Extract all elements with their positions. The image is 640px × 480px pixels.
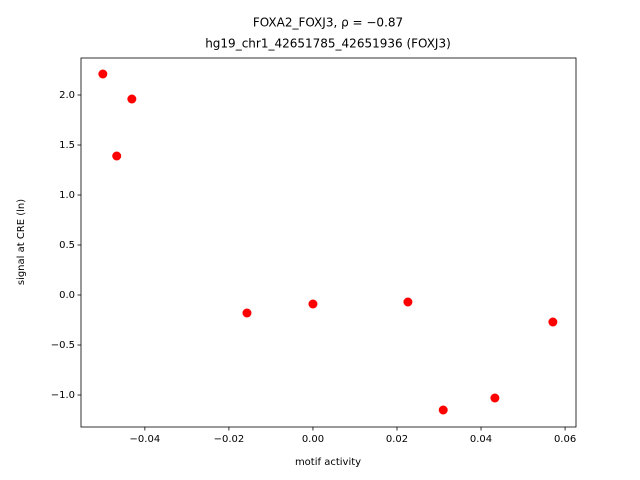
y-tick-label: −0.5 — [51, 340, 75, 351]
y-tick-label: −1.0 — [51, 390, 75, 401]
x-axis-label: motif activity — [295, 457, 361, 468]
point — [308, 299, 318, 309]
chart-title: FOXA2_FOXJ3, ρ = −0.87 — [253, 16, 403, 30]
x-tick-label: −0.04 — [130, 434, 161, 445]
point — [112, 151, 122, 161]
x-tick-label: 0.00 — [302, 434, 324, 445]
y-tick-label: 0.5 — [59, 240, 75, 251]
point — [548, 317, 558, 327]
point — [438, 405, 448, 415]
chart-subtitle: hg19_chr1_42651785_42651936 (FOXJ3) — [205, 37, 451, 51]
y-axis-label: signal at CRE (ln) — [16, 199, 27, 285]
point — [98, 69, 108, 79]
point — [242, 308, 252, 318]
x-tick-label: 0.02 — [386, 434, 408, 445]
y-tick-label: 1.0 — [59, 190, 75, 201]
point — [490, 393, 500, 403]
point — [403, 297, 413, 307]
y-tick-label: 1.5 — [59, 140, 75, 151]
y-tick-label: 0.0 — [59, 290, 75, 301]
plot-frame — [80, 57, 577, 428]
y-tick-label: 2.0 — [59, 90, 75, 101]
x-tick-label: −0.02 — [214, 434, 245, 445]
x-tick-label: 0.04 — [470, 434, 492, 445]
x-tick-label: 0.06 — [554, 434, 576, 445]
point — [127, 94, 137, 104]
